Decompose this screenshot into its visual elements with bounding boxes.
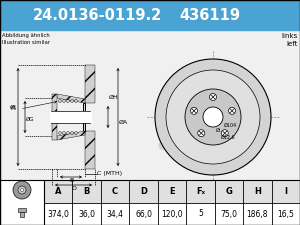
Circle shape (63, 132, 65, 134)
Text: 374,0: 374,0 (47, 209, 69, 218)
Text: D: D (140, 187, 147, 196)
Bar (0, 0, 300, 30)
Bar (50, 111, 92, 123)
Polygon shape (52, 94, 57, 140)
Text: 120,0: 120,0 (161, 209, 183, 218)
Circle shape (203, 107, 223, 127)
Circle shape (209, 94, 217, 101)
Text: Ø12,6: Ø12,6 (221, 135, 236, 140)
Text: C (MTH): C (MTH) (97, 171, 122, 176)
Polygon shape (57, 94, 85, 103)
Circle shape (71, 100, 73, 102)
Text: 66,0: 66,0 (135, 209, 152, 218)
Bar (0, 180, 300, 225)
Text: Ø₁: Ø₁ (216, 128, 222, 133)
Circle shape (20, 189, 23, 191)
Bar (44, 180, 300, 203)
Circle shape (67, 132, 69, 134)
Text: 75,0: 75,0 (220, 209, 237, 218)
Circle shape (59, 132, 61, 134)
Text: 436119: 436119 (179, 7, 241, 22)
Circle shape (198, 130, 205, 137)
Text: ate: ate (158, 128, 208, 156)
Text: Fₓ: Fₓ (11, 106, 17, 112)
Circle shape (185, 89, 241, 145)
Text: ØI: ØI (10, 104, 17, 110)
Text: Fₓ: Fₓ (196, 187, 205, 196)
Text: 16,5: 16,5 (277, 209, 294, 218)
Circle shape (13, 181, 31, 199)
Circle shape (63, 100, 65, 102)
Text: I: I (284, 187, 287, 196)
Circle shape (190, 107, 197, 114)
Circle shape (71, 132, 73, 134)
Text: B: B (83, 187, 90, 196)
Circle shape (67, 100, 69, 102)
Text: Ø104: Ø104 (224, 122, 237, 128)
Circle shape (155, 59, 271, 175)
Text: ØA: ØA (119, 119, 128, 124)
Text: 5: 5 (198, 209, 203, 218)
Text: E: E (169, 187, 175, 196)
Polygon shape (83, 103, 85, 131)
Circle shape (59, 100, 61, 102)
Circle shape (75, 132, 77, 134)
Circle shape (18, 186, 26, 194)
Text: C: C (112, 187, 118, 196)
Polygon shape (57, 131, 85, 140)
Text: Abbildung ähnlich
Illustration similar: Abbildung ähnlich Illustration similar (2, 33, 50, 45)
Circle shape (75, 100, 77, 102)
Bar (18, 208, 26, 212)
Text: links
left: links left (282, 33, 298, 47)
Text: H: H (254, 187, 261, 196)
Text: G: G (226, 187, 232, 196)
Text: ØH: ØH (109, 94, 119, 99)
Text: A: A (55, 187, 62, 196)
Text: 186,8: 186,8 (247, 209, 268, 218)
Text: ØG: ØG (26, 117, 34, 122)
Text: 36,0: 36,0 (78, 209, 95, 218)
Text: B: B (69, 178, 73, 183)
Polygon shape (85, 131, 95, 169)
Circle shape (166, 70, 260, 164)
Bar (20, 212, 24, 217)
Circle shape (221, 130, 228, 137)
Circle shape (229, 107, 236, 114)
Polygon shape (85, 65, 95, 103)
Text: D: D (71, 186, 76, 191)
Text: 34,4: 34,4 (106, 209, 124, 218)
Text: 24.0136-0119.2: 24.0136-0119.2 (32, 7, 162, 22)
Bar (0, 30, 300, 180)
